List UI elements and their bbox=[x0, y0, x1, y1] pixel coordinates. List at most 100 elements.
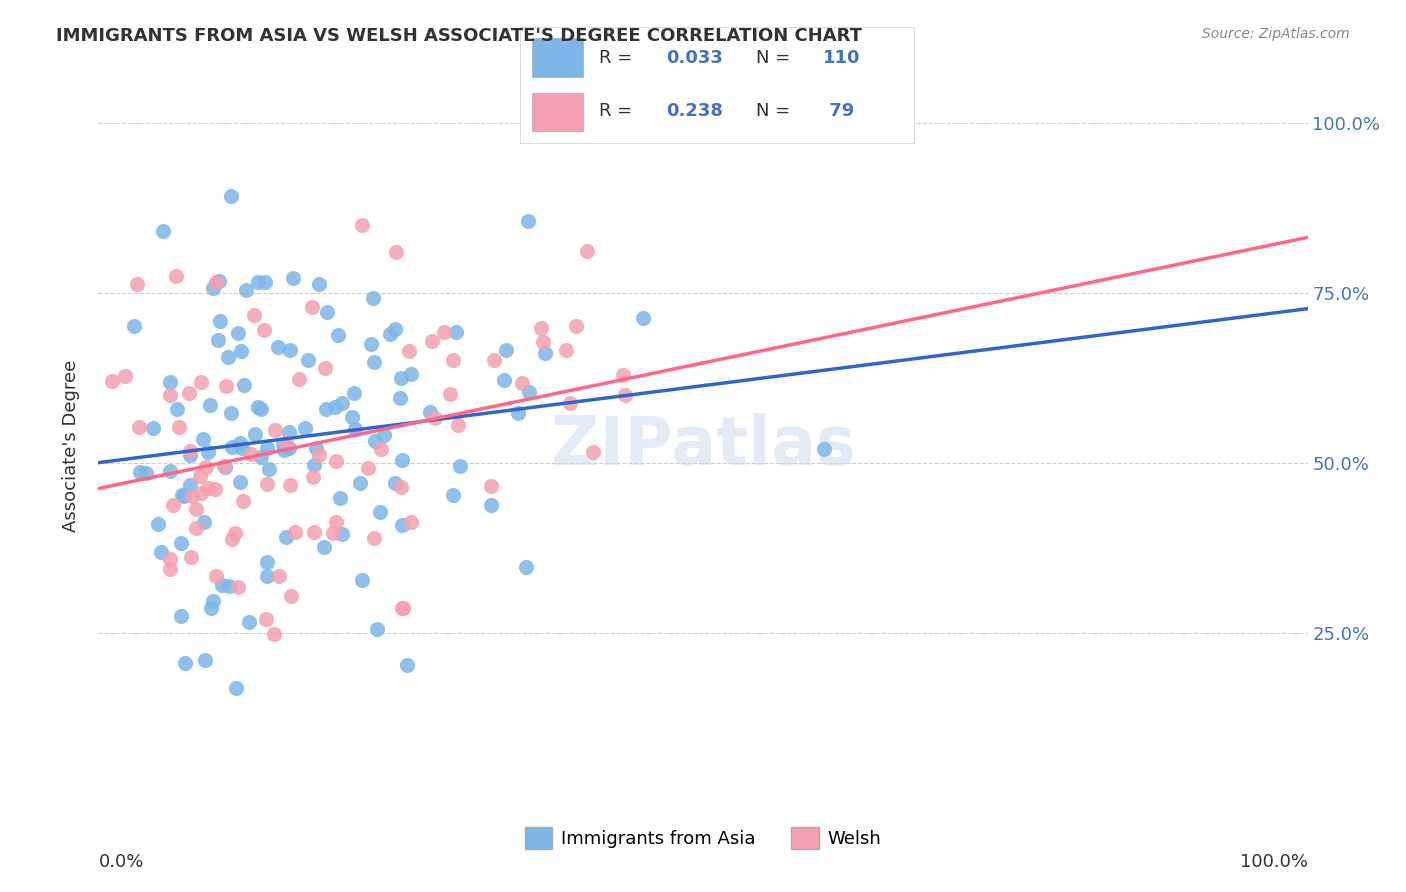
Text: 110: 110 bbox=[824, 49, 860, 67]
Point bbox=[125, 277, 148, 291]
Point bbox=[388, 392, 411, 406]
Point bbox=[423, 411, 446, 425]
Point bbox=[128, 420, 150, 434]
Point bbox=[284, 525, 307, 540]
Point bbox=[439, 387, 461, 401]
Point bbox=[231, 343, 253, 358]
Point bbox=[177, 386, 200, 401]
Point bbox=[396, 658, 419, 673]
Text: 100.0%: 100.0% bbox=[1240, 853, 1308, 871]
Point bbox=[273, 443, 295, 458]
Text: N =: N = bbox=[756, 103, 796, 120]
Point bbox=[257, 461, 280, 475]
Point bbox=[256, 477, 278, 491]
Point bbox=[301, 300, 323, 314]
Point bbox=[352, 574, 374, 588]
Point bbox=[191, 433, 214, 447]
Point bbox=[342, 410, 364, 425]
Point bbox=[188, 469, 211, 483]
Point bbox=[329, 491, 352, 505]
Point bbox=[389, 371, 412, 385]
Point bbox=[357, 461, 380, 475]
Point bbox=[219, 406, 242, 420]
Point bbox=[515, 560, 537, 574]
Point bbox=[249, 450, 271, 464]
Point bbox=[510, 376, 533, 391]
Point bbox=[202, 594, 225, 608]
Point bbox=[245, 427, 267, 442]
Point bbox=[304, 458, 326, 472]
Point bbox=[239, 448, 262, 462]
Point bbox=[378, 327, 401, 342]
Point bbox=[314, 540, 336, 554]
Point bbox=[274, 436, 297, 450]
Point bbox=[314, 361, 336, 376]
Point bbox=[582, 444, 605, 458]
Point bbox=[159, 375, 181, 389]
Point bbox=[398, 343, 420, 358]
Point bbox=[441, 352, 464, 367]
Point bbox=[517, 213, 540, 227]
Point bbox=[326, 327, 349, 342]
Point bbox=[218, 579, 240, 593]
Point bbox=[246, 275, 269, 289]
Point bbox=[530, 321, 553, 335]
Point bbox=[612, 368, 634, 382]
Point bbox=[159, 464, 181, 478]
Point bbox=[135, 466, 157, 480]
Point bbox=[366, 622, 388, 636]
Point bbox=[364, 434, 387, 449]
Point bbox=[146, 517, 169, 532]
Point bbox=[225, 681, 247, 695]
Point bbox=[256, 555, 278, 569]
Point bbox=[305, 441, 328, 455]
Point bbox=[316, 305, 339, 319]
Point bbox=[363, 531, 385, 545]
Text: R =: R = bbox=[599, 103, 638, 120]
Text: ZIPatlas: ZIPatlas bbox=[551, 413, 855, 479]
Point bbox=[576, 244, 599, 259]
Point bbox=[201, 281, 224, 295]
Point bbox=[419, 405, 441, 419]
Point bbox=[294, 420, 316, 434]
Point bbox=[166, 401, 188, 416]
Point bbox=[190, 485, 212, 500]
Point bbox=[370, 442, 392, 457]
Point bbox=[278, 441, 301, 455]
Point bbox=[193, 653, 215, 667]
Point bbox=[441, 488, 464, 502]
Point bbox=[208, 274, 231, 288]
Point bbox=[190, 375, 212, 389]
Point bbox=[432, 325, 454, 339]
Point bbox=[179, 443, 201, 458]
Point bbox=[332, 396, 354, 410]
Point bbox=[263, 627, 285, 641]
Point bbox=[184, 501, 207, 516]
Y-axis label: Associate's Degree: Associate's Degree bbox=[62, 359, 80, 533]
Point bbox=[170, 536, 193, 550]
Point bbox=[631, 311, 654, 326]
Point bbox=[204, 482, 226, 496]
Point bbox=[209, 314, 232, 328]
Point bbox=[256, 441, 278, 455]
Point bbox=[226, 326, 249, 340]
Point bbox=[287, 372, 309, 386]
Point bbox=[238, 615, 260, 629]
Point bbox=[325, 454, 347, 468]
Point bbox=[221, 440, 243, 454]
Point bbox=[323, 400, 346, 414]
Text: R =: R = bbox=[599, 49, 638, 67]
Point bbox=[325, 515, 347, 529]
Point bbox=[297, 353, 319, 368]
Point bbox=[232, 494, 254, 508]
Point bbox=[482, 352, 505, 367]
Point bbox=[179, 477, 201, 491]
Legend: Immigrants from Asia, Welsh: Immigrants from Asia, Welsh bbox=[516, 818, 890, 858]
Point bbox=[392, 600, 415, 615]
Point bbox=[391, 517, 413, 532]
Point bbox=[214, 459, 236, 474]
Point bbox=[308, 448, 330, 462]
Point bbox=[420, 334, 443, 348]
Point bbox=[215, 379, 238, 393]
Point bbox=[122, 319, 145, 334]
